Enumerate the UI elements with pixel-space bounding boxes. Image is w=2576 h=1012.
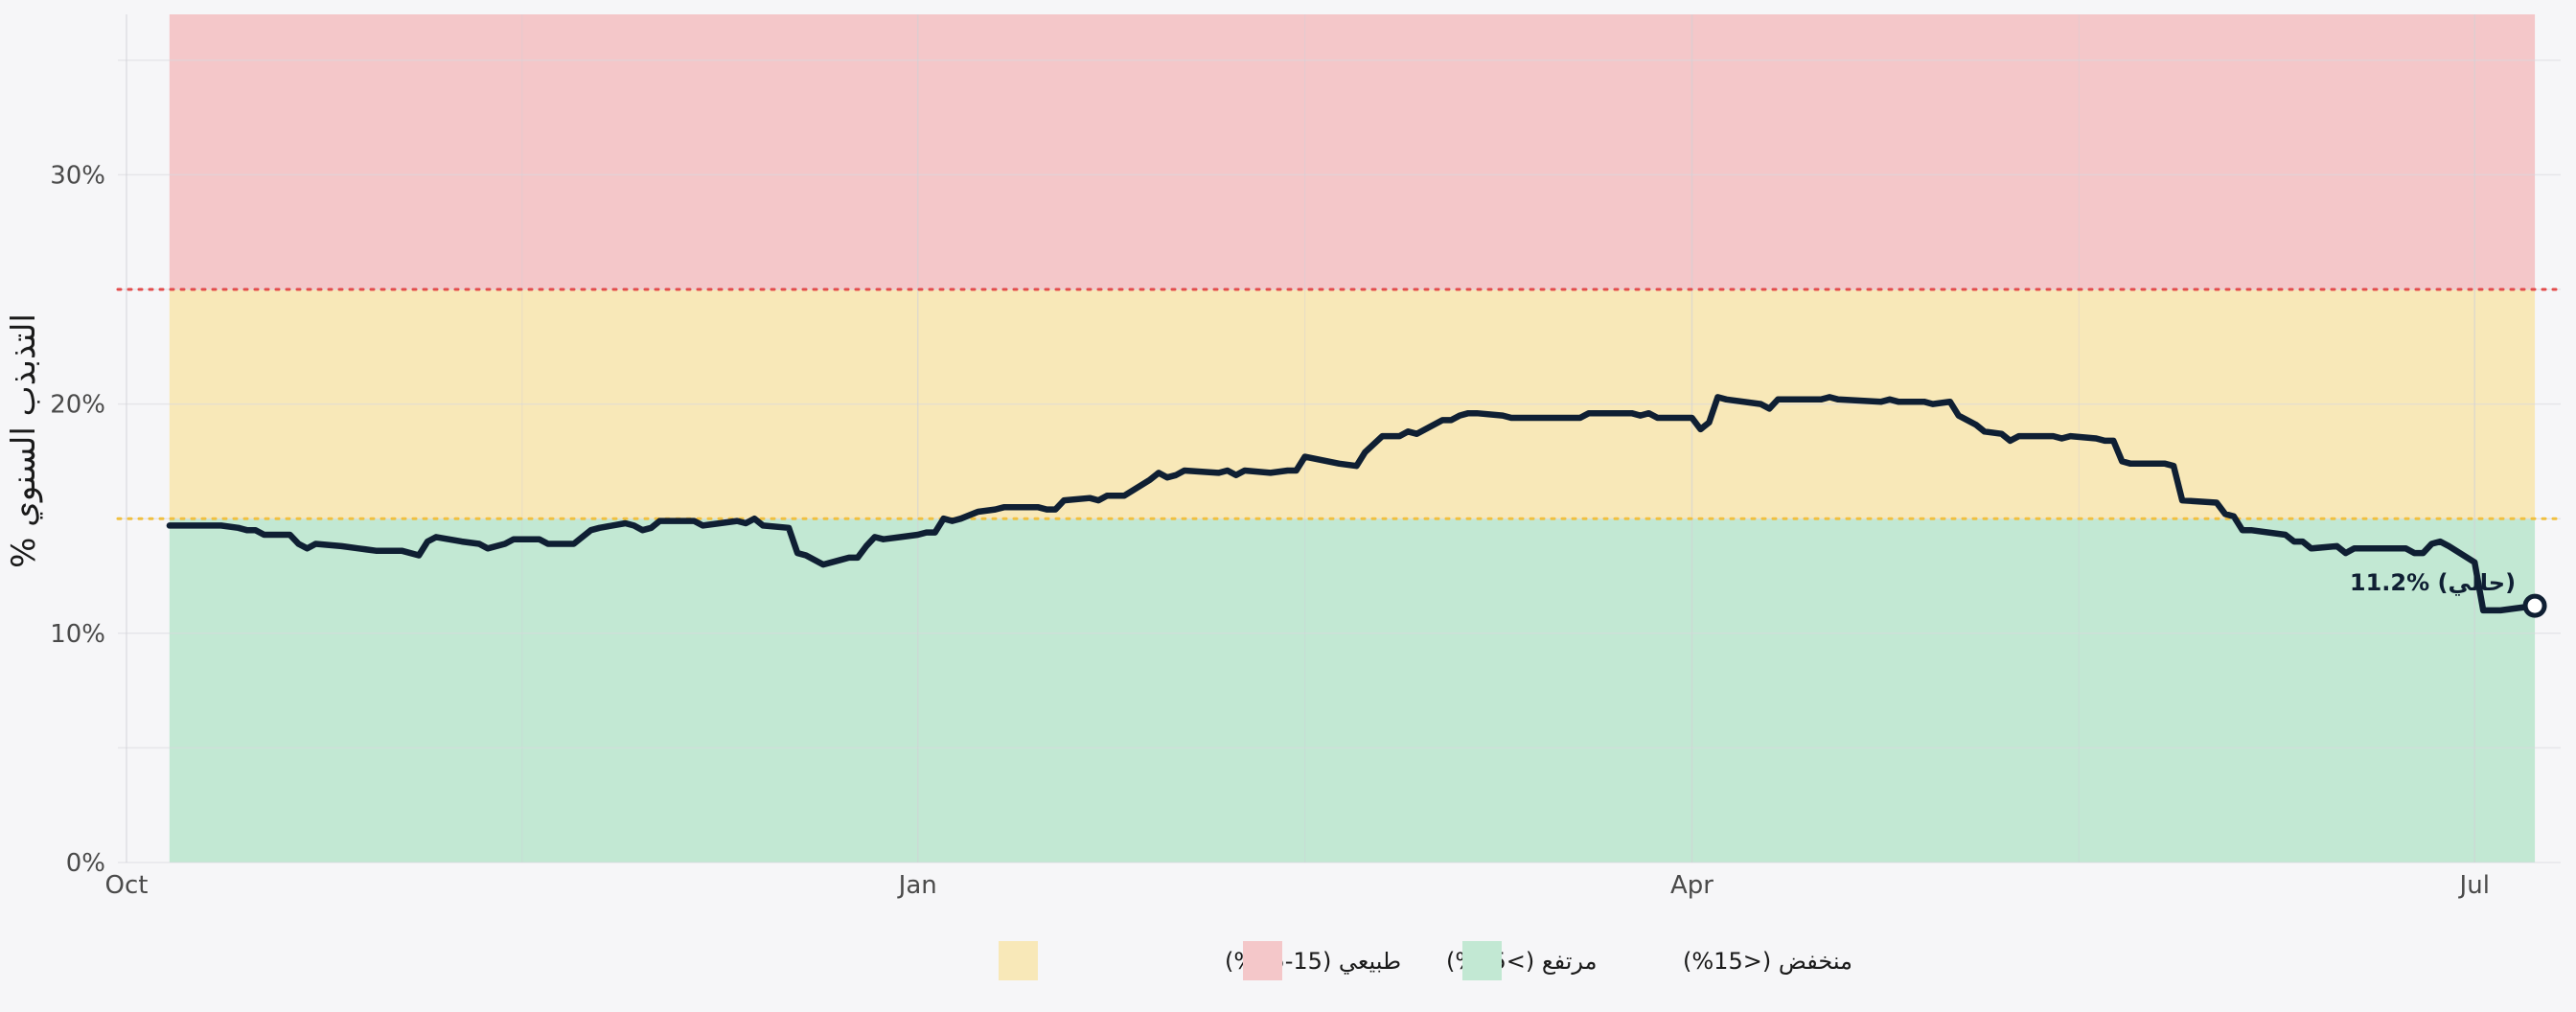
- legend-swatch: [1243, 941, 1282, 980]
- y-tick-label: 30%: [50, 161, 105, 190]
- y-tick-label: 0%: [66, 849, 105, 878]
- legend-label: منخفض (<15%): [1683, 948, 1852, 975]
- legend-swatch: [1462, 941, 1502, 980]
- x-axis: Oct Jan Apr Jul: [104, 871, 2489, 900]
- x-tick-label: Jul: [2458, 871, 2490, 900]
- y-tick-label: 10%: [50, 620, 105, 649]
- current-value-annotation: 11.2% (حالي): [2350, 569, 2516, 596]
- y-axis-label: التذبذب السنوي %: [5, 313, 43, 568]
- annotation-layer: 11.2% (حالي): [2350, 569, 2516, 596]
- y-axis: 0% 10% 20% 30%: [50, 161, 105, 878]
- y-tick-label: 20%: [50, 391, 105, 420]
- legend-swatch: [999, 941, 1038, 980]
- zones-layer: [169, 14, 2536, 862]
- x-tick-label: Jan: [897, 871, 937, 900]
- zone-band-2: [169, 14, 2536, 290]
- zone-band-0: [169, 518, 2536, 862]
- x-tick-label: Oct: [104, 871, 148, 900]
- legend: طبيعي (15-25%)مرتفع (>25%)منخفض (<15%): [999, 941, 1852, 980]
- volatility-series-line: [166, 394, 2539, 614]
- current-point-marker: [2522, 593, 2547, 618]
- x-tick-label: Apr: [1670, 871, 1714, 900]
- series-layer: [166, 394, 2547, 618]
- threshold-lines: [116, 288, 2563, 520]
